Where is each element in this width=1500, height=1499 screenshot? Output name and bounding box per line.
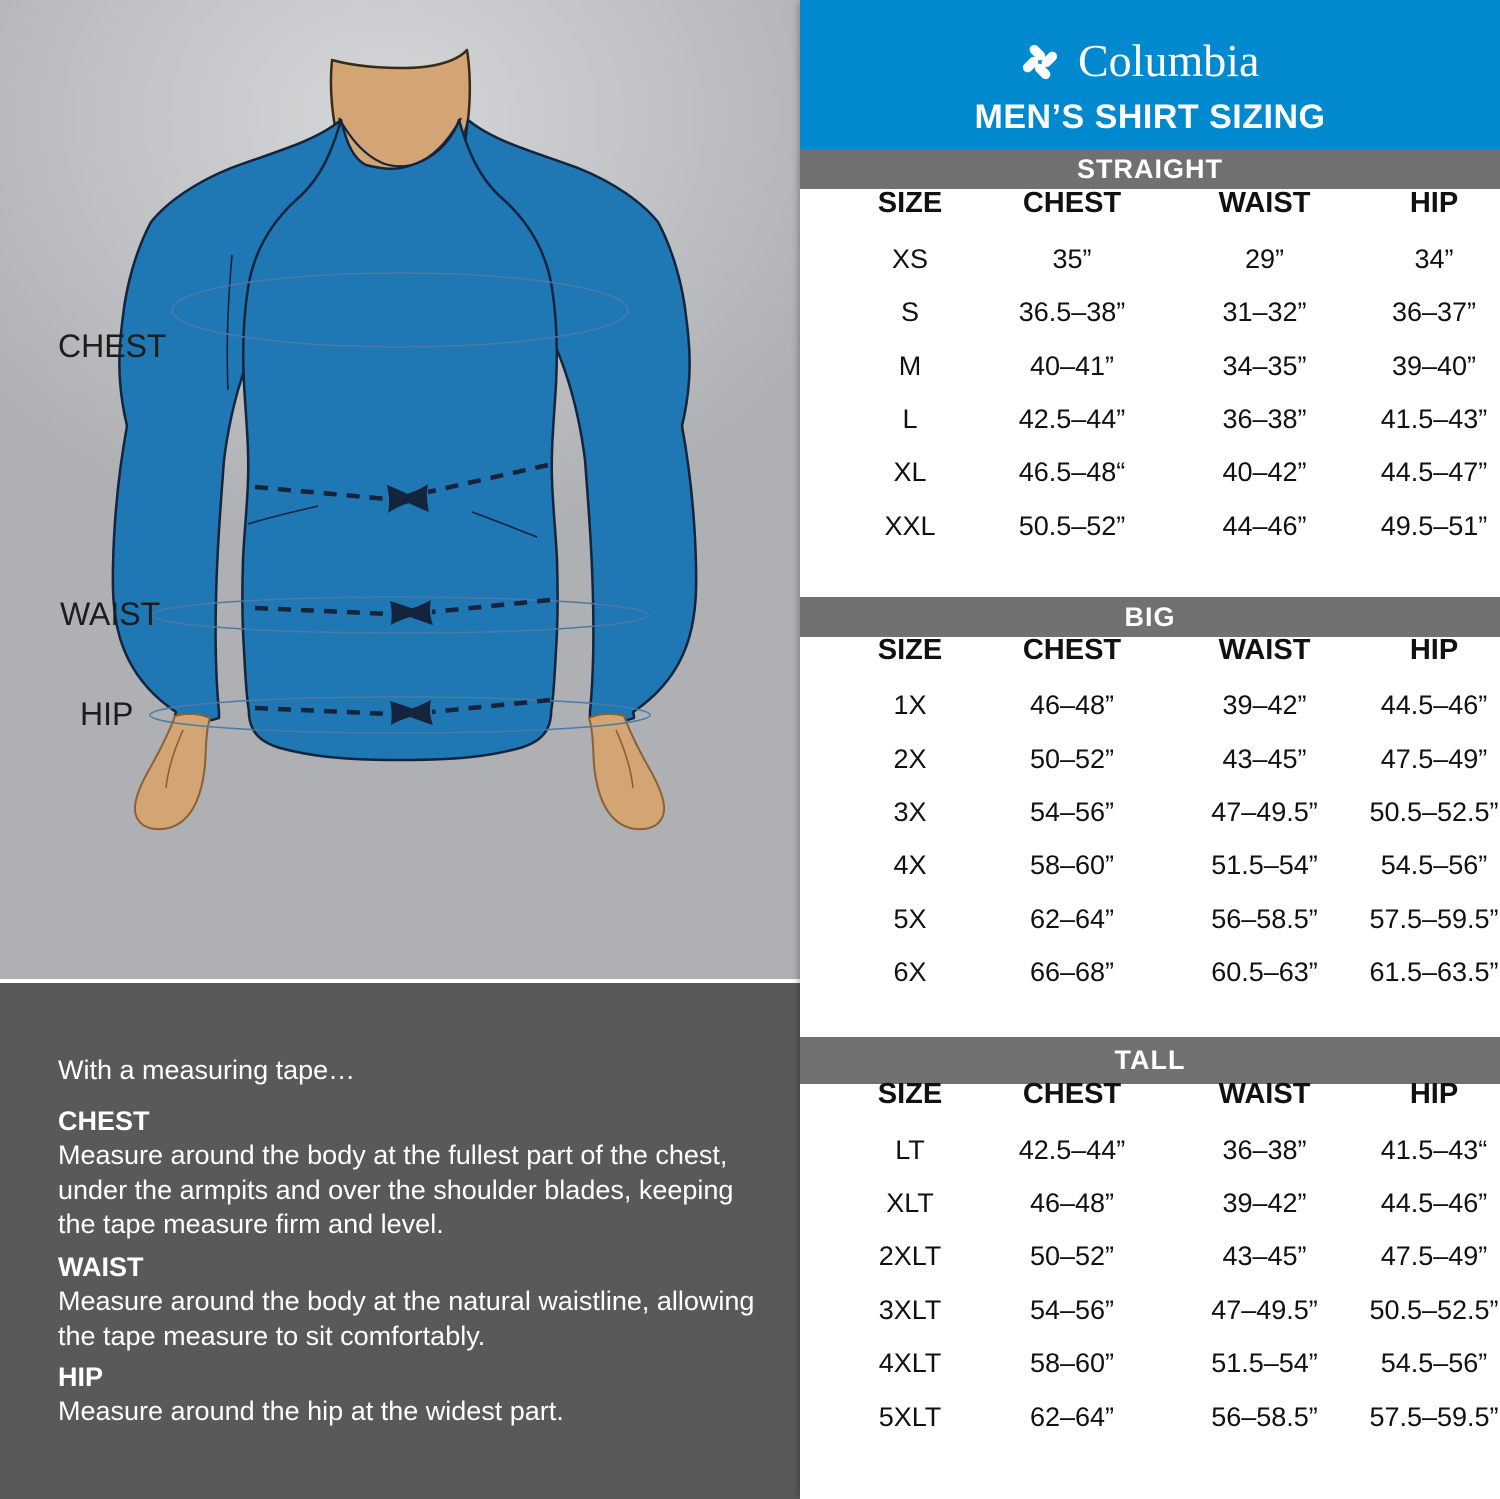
svg-text:Columbia: Columbia (1078, 35, 1259, 86)
svg-text:HIP: HIP (80, 696, 133, 732)
svg-text:CHEST: CHEST (58, 328, 166, 364)
svg-text:WAIST: WAIST (60, 596, 160, 632)
